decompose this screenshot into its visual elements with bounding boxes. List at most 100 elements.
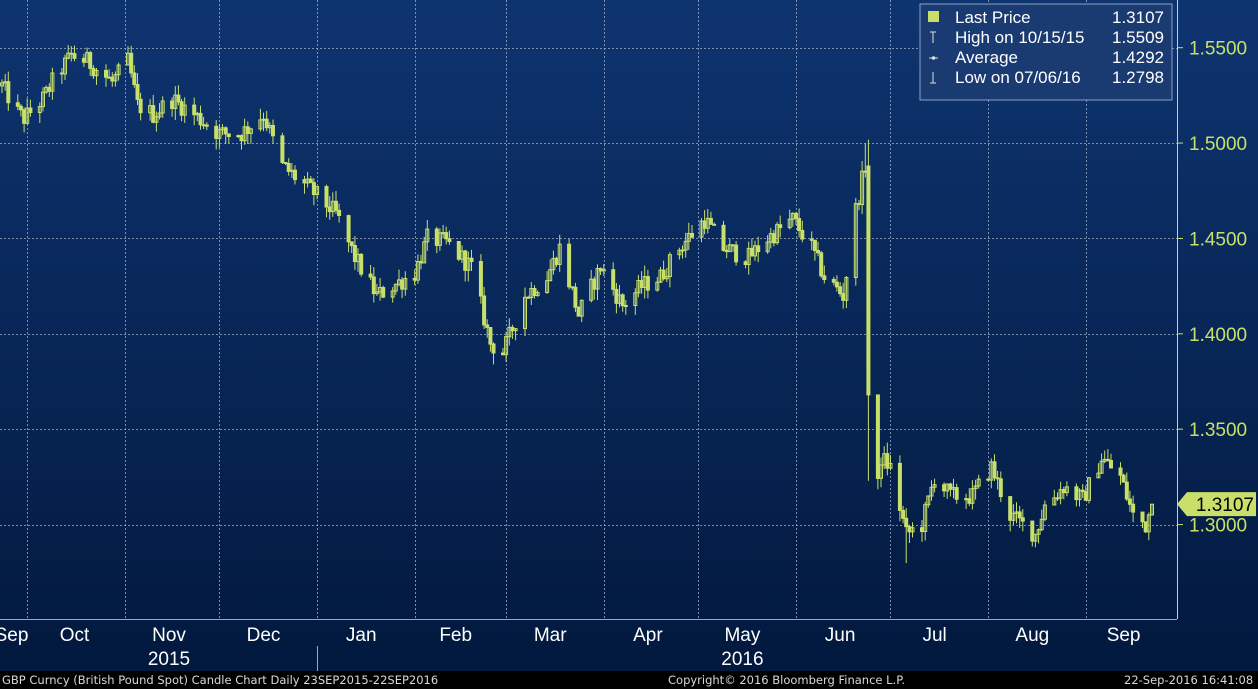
candle [973,479,978,500]
candle [866,139,871,481]
candle [879,457,883,488]
candle [800,220,805,243]
candle [346,214,351,253]
candle [573,282,578,312]
candle-body [1140,511,1145,523]
candle [904,508,909,564]
candle [901,505,906,524]
candle-body [1008,496,1013,521]
candle-body [690,233,694,238]
candle-body [154,116,159,123]
candle-body [469,257,474,263]
candles [0,45,1154,564]
candle-body [743,261,748,265]
candle-body [135,84,140,100]
candle-body [595,268,600,290]
candle-body [422,241,427,264]
candle [834,275,839,292]
candle [1036,528,1041,544]
candle-body [1077,489,1082,501]
candle-body [831,279,836,283]
candle [482,286,487,329]
candle-body [501,352,505,356]
candle [485,319,490,338]
x-year-label: 2016 [721,649,763,670]
x-month-label: May [724,625,760,646]
candle-body [548,269,553,282]
candle-body [589,278,594,301]
candle-body [756,245,761,253]
candle [324,184,329,218]
candle-body [239,135,244,142]
x-month-label: Apr [633,625,663,646]
candle [226,133,231,144]
x-month-label: Dec [247,625,281,646]
candle [756,236,761,263]
candle-body [655,281,660,291]
candle-body [1033,533,1038,542]
candle [727,238,732,253]
candle-body [888,462,893,469]
candle [1140,511,1145,528]
candle [809,231,814,251]
y-tick-label: 1.4500 [1189,229,1247,250]
candle-body [368,273,373,278]
candle [135,73,140,105]
candle-body [381,287,386,298]
candle-body [179,101,184,116]
candle-body [1058,489,1063,499]
candle [15,94,20,111]
candle-body [248,128,253,134]
candle-body [91,67,96,77]
candle [37,102,42,123]
candle [286,158,291,176]
candle [504,331,509,362]
candle [844,276,849,308]
candle [293,165,297,185]
candle-body [1143,521,1148,533]
candle [1058,481,1063,505]
candle [1109,453,1113,469]
candle [1099,453,1104,474]
x-month-label: Aug [1015,625,1049,646]
candle-body [311,182,316,196]
candle-body [47,86,52,92]
candle [1011,504,1016,525]
candle [129,45,134,78]
candle-body [712,223,717,226]
legend-value: 1.2798 [1112,68,1164,87]
candle [1033,533,1038,548]
candle [611,262,616,296]
candle-body [1109,460,1113,469]
candle-body [942,484,947,492]
candle-body [447,238,452,242]
candle [349,241,354,253]
candle-body [598,268,603,272]
candle-body [419,261,423,264]
candle-body [554,257,559,265]
candle-body [88,52,93,69]
candle-body [478,261,483,297]
candle [1042,500,1047,522]
candle-body [160,100,165,114]
candle-body [217,129,222,139]
candle-body [37,106,42,113]
x-month-label: Jun [825,625,856,646]
candle [280,132,285,164]
candle-body [812,239,817,252]
candle-body [261,118,266,121]
candle-body [1011,512,1016,521]
candle [746,241,751,275]
candle [198,105,203,130]
candle-body [822,275,827,280]
legend-box [919,3,1173,101]
candle-body [929,486,934,497]
candle-body [18,105,23,111]
candle-body [204,124,209,127]
candle-body [415,261,420,281]
candle-body [349,241,354,247]
legend-label: Average [955,48,1018,67]
candle [567,238,572,290]
candle-body [22,109,27,124]
x-month-label: Jan [346,625,377,646]
